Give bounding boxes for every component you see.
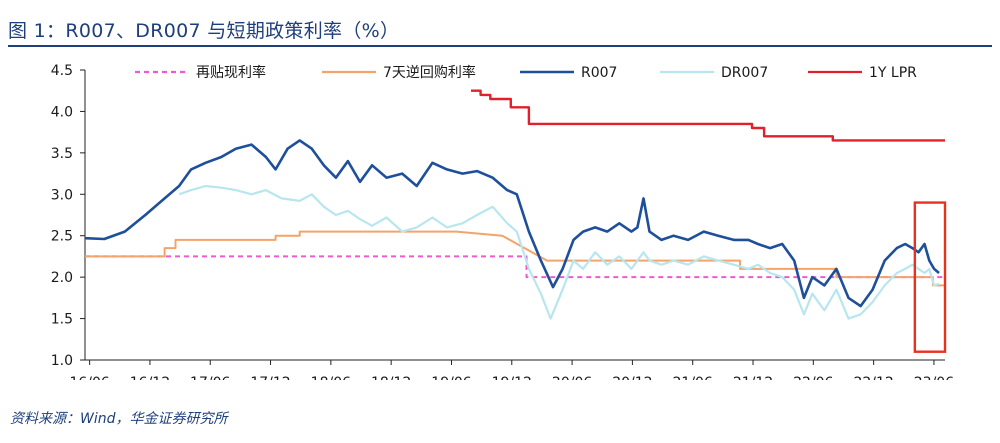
legend-label: 7天逆回购利率 <box>383 64 476 81</box>
legend-label: DR007 <box>721 65 768 81</box>
x-tick-label: 20/12 <box>612 375 652 380</box>
x-tick-label: 19/12 <box>492 375 532 380</box>
line-chart: 再贴现利率 7天逆回购利率 R007 DR007 1Y LPR 1.0 1.5 2.0 2.5… <box>51 63 954 380</box>
x-tick-label: 22/06 <box>793 375 833 380</box>
y-tick-label: 4.5 <box>51 63 73 79</box>
axes: 1.0 1.5 2.0 2.5 3.0 3.5 4.0 4.5 16/06 16/12 17/06 1… <box>51 63 954 380</box>
highlight-box <box>913 201 947 353</box>
y-tick-label: 4.0 <box>51 104 73 120</box>
x-tick-label: 19/06 <box>431 375 471 380</box>
series-line-7天逆回购利率 <box>85 230 945 287</box>
x-tick-label: 23/06 <box>914 375 954 380</box>
title-divider <box>8 45 992 47</box>
x-tick-label: 18/12 <box>371 375 411 380</box>
x-tick-label: 22/12 <box>853 375 893 380</box>
x-tick-label: 16/06 <box>69 375 109 380</box>
series-group <box>84 89 945 320</box>
legend-label: R007 <box>581 65 617 81</box>
series-line-1Y-LPR <box>471 89 945 142</box>
y-tick-label: 2.0 <box>51 270 73 286</box>
x-tick-label: 16/12 <box>130 375 170 380</box>
x-tick-label: 18/06 <box>311 375 351 380</box>
y-tick-label: 2.5 <box>51 229 73 245</box>
x-tick-label: 21/12 <box>733 375 773 380</box>
series-line-R007 <box>84 139 940 308</box>
series-line-再贴现利率 <box>85 255 945 279</box>
series-line-DR007 <box>178 184 940 320</box>
y-tick-label: 1.0 <box>51 353 73 369</box>
chart-title: 图 1：R007、DR007 与短期政策利率（%） <box>8 20 400 42</box>
legend: 再贴现利率 7天逆回购利率 R007 DR007 1Y LPR <box>135 64 917 81</box>
legend-label: 1Y LPR <box>869 65 917 81</box>
legend-label: 再贴现利率 <box>196 64 266 81</box>
y-tick-label: 3.5 <box>51 146 73 162</box>
x-tick-label: 17/06 <box>190 375 230 380</box>
y-tick-label: 1.5 <box>51 312 73 328</box>
highlight-rect <box>913 201 947 353</box>
x-tick-label: 20/06 <box>552 375 592 380</box>
source-note: 资料来源：Wind，华金证券研究所 <box>10 411 228 427</box>
x-tick-label: 21/06 <box>673 375 713 380</box>
y-tick-label: 3.0 <box>51 187 73 203</box>
x-tick-label: 17/12 <box>250 375 290 380</box>
